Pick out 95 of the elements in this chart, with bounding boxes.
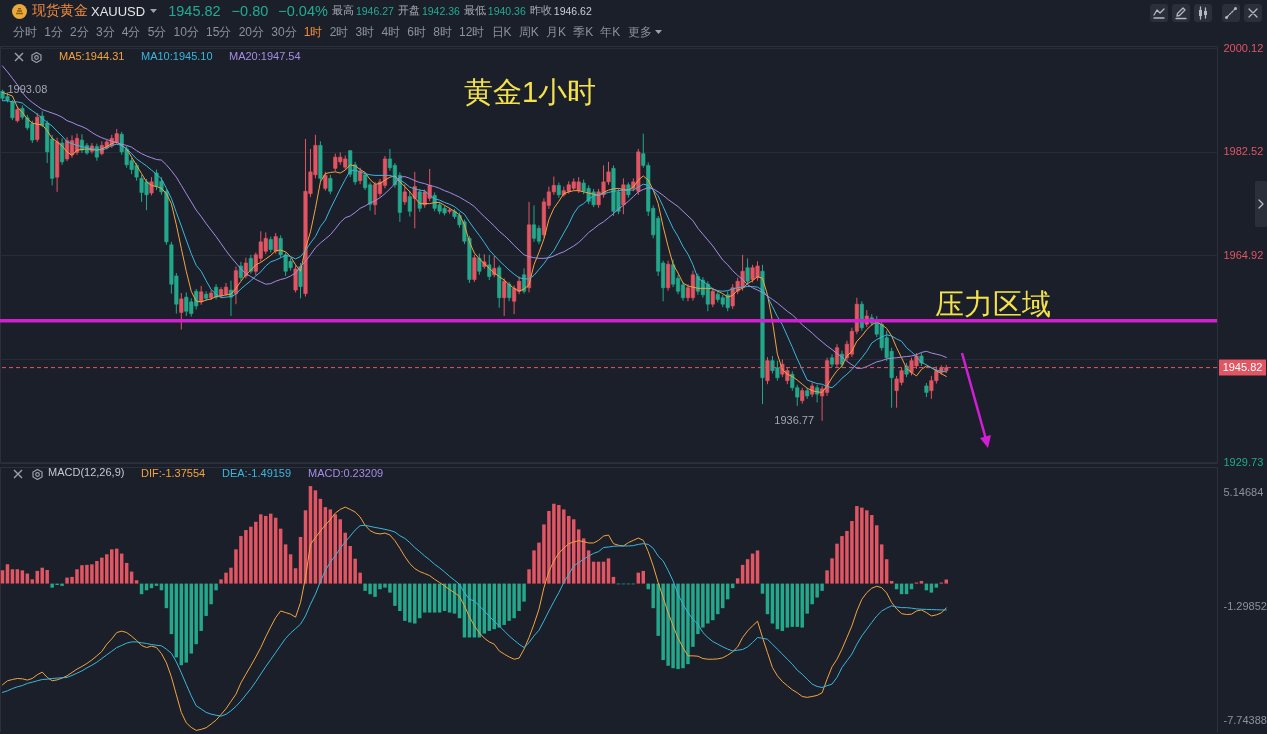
text: −0.80 — [231, 3, 269, 19]
candlestick — [199, 285, 204, 306]
candlestick — [328, 174, 333, 195]
bar — [30, 579, 35, 584]
candlestick — [680, 281, 686, 302]
text: 更多 — [627, 23, 652, 41]
text: 最高 — [331, 4, 354, 18]
bar — [889, 580, 894, 584]
series-label: MACD:0.23209 — [308, 466, 384, 479]
text: 1946.27 — [355, 5, 394, 17]
y-tick-label: 1929.73 — [1223, 455, 1264, 468]
bar — [15, 569, 20, 584]
candlestick — [402, 183, 407, 206]
candlestick — [536, 224, 541, 245]
candlestick — [293, 264, 298, 293]
text: 2分 — [70, 23, 89, 41]
candlestick — [412, 171, 417, 229]
text: XAUUSD — [91, 3, 146, 19]
text: 1时 — [303, 23, 323, 41]
candlestick — [507, 281, 512, 302]
text: 10分 — [173, 23, 199, 41]
candlestick — [487, 254, 492, 281]
bar — [944, 579, 949, 584]
text: MA5:1944.31 — [59, 49, 125, 62]
ref-line-label: 压力区域 — [935, 287, 1051, 320]
text: MA20:1947.54 — [229, 49, 301, 62]
candlestick — [407, 190, 412, 218]
text: 1分 — [44, 23, 63, 41]
y-tick-label: -7.74388 — [1223, 713, 1267, 726]
y-tick-label: 1982.52 — [1223, 145, 1264, 158]
text: 周K — [518, 23, 539, 41]
candlestick — [323, 171, 328, 192]
ref-line-label: 1945.82 — [1222, 360, 1263, 373]
candlestick — [531, 204, 537, 243]
text: 5分 — [147, 23, 167, 41]
candlestick — [502, 277, 507, 317]
text: 2时 — [329, 23, 349, 41]
text: 15分 — [206, 23, 232, 41]
candlestick — [248, 254, 253, 275]
candlestick — [859, 300, 864, 332]
text: 4时 — [381, 23, 401, 41]
y-tick-label: 5.14684 — [1223, 486, 1264, 499]
candlestick — [666, 260, 671, 292]
annotation: 1936.77 — [774, 413, 815, 426]
text: 30分 — [271, 23, 297, 41]
text: 3分 — [95, 23, 115, 41]
text: 1946.62 — [553, 5, 592, 17]
text: −0.04% — [278, 3, 328, 19]
candlestick — [621, 177, 626, 215]
bar — [293, 568, 298, 584]
text: 分时 — [13, 23, 37, 41]
bar — [919, 580, 924, 584]
bar — [5, 564, 10, 584]
text: 12时 — [459, 23, 485, 41]
text: 3时 — [355, 23, 375, 41]
candlestick — [35, 112, 40, 143]
text: DEA:-1.49159 — [222, 466, 292, 479]
bar — [735, 578, 740, 584]
text: 8时 — [433, 23, 452, 41]
chart-title: 现货黄金 — [32, 2, 88, 20]
y-tick-label: 1964.92 — [1223, 248, 1264, 261]
text: 最低 — [463, 4, 486, 18]
text: MA10:1945.10 — [141, 49, 213, 62]
text: 季K — [573, 23, 594, 41]
text: 4分 — [121, 23, 141, 41]
candlestick — [149, 176, 154, 196]
candlestick — [60, 137, 65, 166]
text: 月K — [545, 23, 566, 41]
text: 1945.82 — [168, 3, 221, 19]
candlestick — [273, 232, 278, 255]
bar — [134, 580, 139, 584]
text: 日K — [491, 23, 512, 41]
bar — [611, 576, 616, 584]
candlestick — [10, 99, 15, 121]
candlestick — [477, 253, 482, 276]
candlestick — [472, 254, 477, 283]
text: 昨收 — [529, 4, 552, 18]
chart-title: MACD(12,26,9) — [48, 466, 125, 478]
text: 开盘 — [397, 4, 420, 18]
candlestick — [671, 259, 676, 288]
candlestick — [179, 292, 184, 330]
y-tick-label: 2000.12 — [1223, 41, 1264, 54]
text: 1940.36 — [487, 5, 526, 17]
bar — [10, 569, 15, 584]
bar — [20, 570, 25, 584]
text: 20分 — [238, 23, 265, 41]
text: 1942.36 — [421, 5, 460, 17]
bar — [0, 570, 5, 584]
text: DIF:-1.37554 — [141, 466, 206, 479]
y-tick-label: -1.29852 — [1223, 600, 1267, 613]
candlestick — [745, 257, 750, 285]
candlestick — [690, 270, 695, 302]
text: 6时 — [407, 23, 426, 41]
text: 年K — [600, 23, 621, 41]
annotation: 黄金1小时 — [463, 76, 597, 108]
